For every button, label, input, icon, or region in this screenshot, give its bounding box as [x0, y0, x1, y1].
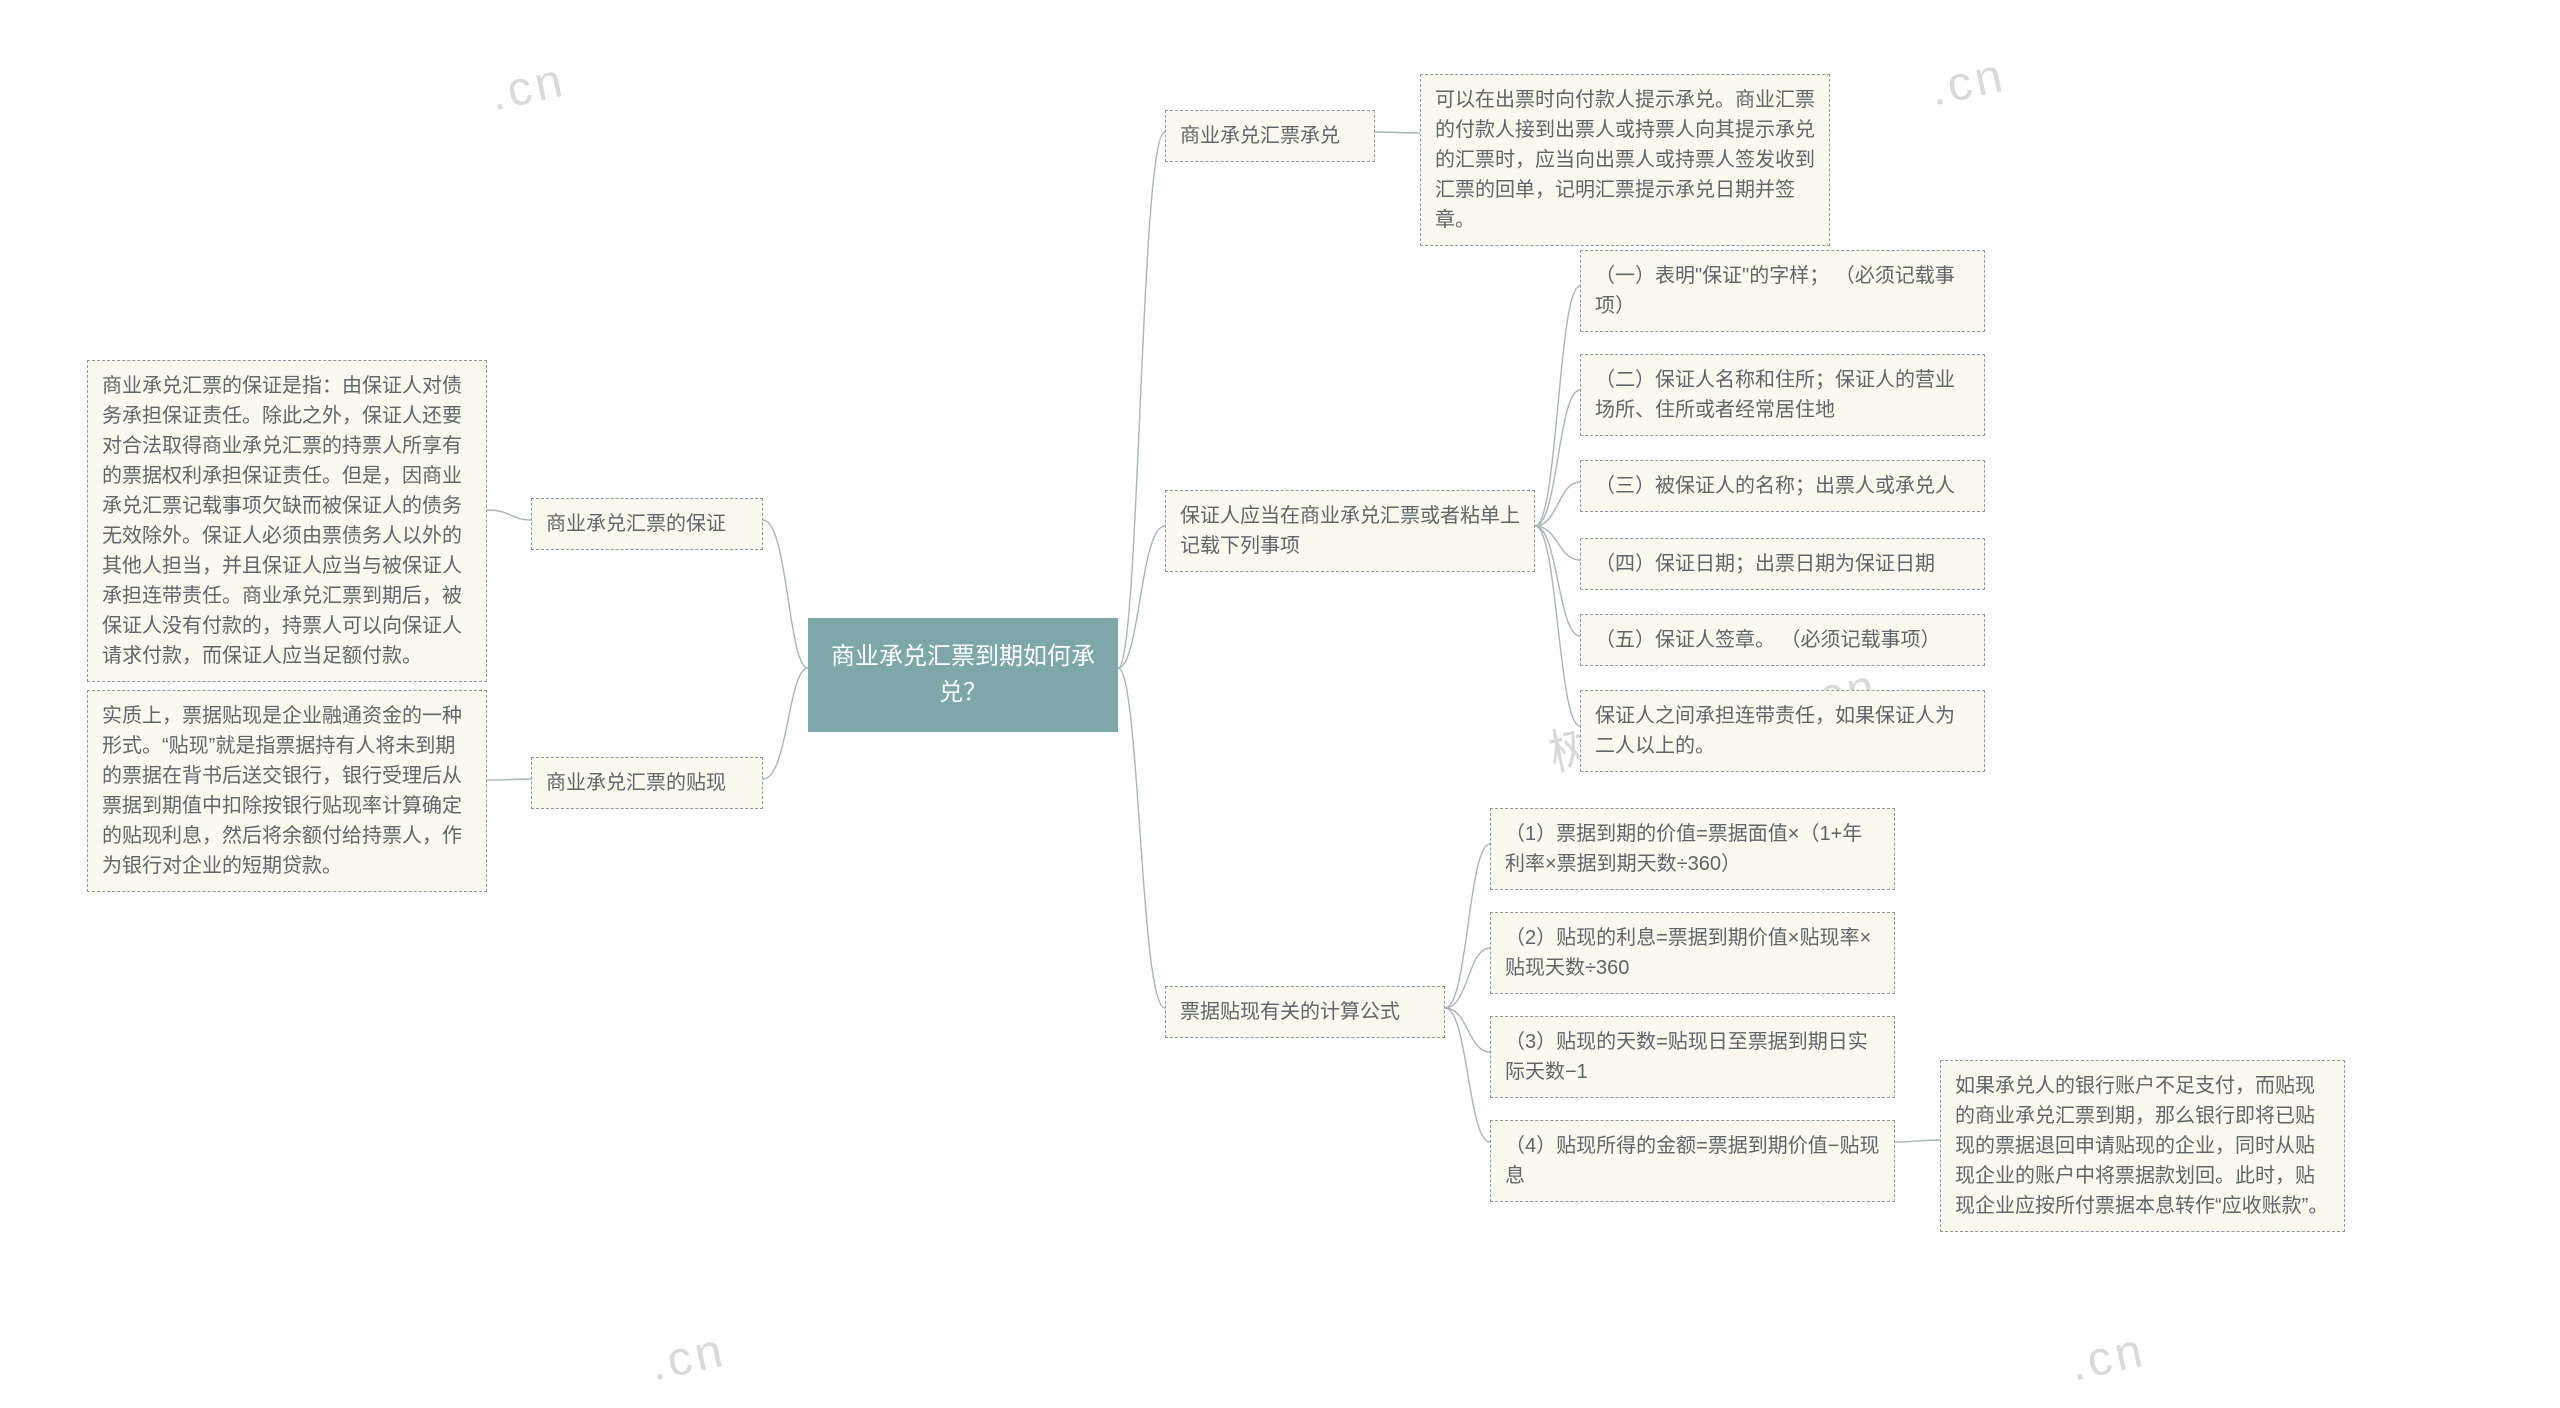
watermark-2: .cn	[485, 53, 571, 123]
right-matters-item-2: （二）保证人名称和住所；保证人的营业场所、住所或者经常居住地	[1580, 354, 1985, 436]
right-formula-item-4: （4）贴现所得的金额=票据到期价值−贴现息	[1490, 1120, 1895, 1202]
right-accept-detail: 可以在出票时向付款人提示承兑。商业汇票的付款人接到出票人或持票人向其提示承兑的汇…	[1420, 74, 1830, 246]
right-matters-item-5: （五）保证人签章。 （必须记载事项）	[1580, 614, 1985, 666]
left-guarantee-label: 商业承兑汇票的保证	[531, 498, 763, 550]
left-guarantee-detail: 商业承兑汇票的保证是指：由保证人对债务承担保证责任。除此之外，保证人还要对合法取…	[87, 360, 487, 682]
watermark-5: .cn	[645, 1323, 731, 1393]
right-matters-item-3: （三）被保证人的名称；出票人或承兑人	[1580, 460, 1985, 512]
right-matters-item-6: 保证人之间承担连带责任，如果保证人为二人以上的。	[1580, 690, 1985, 772]
right-formula-item-1: （1）票据到期的价值=票据面值×（1+年利率×票据到期天数÷360）	[1490, 808, 1895, 890]
left-discount-label: 商业承兑汇票的贴现	[531, 757, 763, 809]
right-formula-item-4-detail: 如果承兑人的银行账户不足支付，而贴现的商业承兑汇票到期，那么银行即将已贴现的票据…	[1940, 1060, 2345, 1232]
right-accept-label: 商业承兑汇票承兑	[1165, 110, 1375, 162]
right-formula-item-2: （2）贴现的利息=票据到期价值×贴现率×贴现天数÷360	[1490, 912, 1895, 994]
left-discount-detail: 实质上，票据贴现是企业融通资金的一种形式。“贴现”就是指票据持有人将未到期的票据…	[87, 690, 487, 892]
watermark-6: .cn	[2065, 1323, 2151, 1393]
watermark-4: .cn	[1925, 48, 2011, 118]
root-node: 商业承兑汇票到期如何承兑？	[808, 618, 1118, 732]
right-formula-item-3: （3）贴现的天数=贴现日至票据到期日实际天数−1	[1490, 1016, 1895, 1098]
right-formula-label: 票据贴现有关的计算公式	[1165, 986, 1445, 1038]
right-matters-item-4: （四）保证日期；出票日期为保证日期	[1580, 538, 1985, 590]
right-matters-item-1: （一）表明"保证"的字样； （必须记载事项）	[1580, 250, 1985, 332]
right-matters-label: 保证人应当在商业承兑汇票或者粘单上记载下列事项	[1165, 490, 1535, 572]
